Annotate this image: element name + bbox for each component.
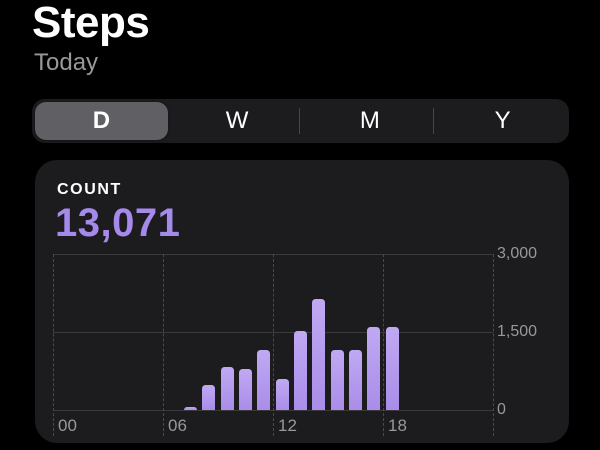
steps-bar-chart-plot[interactable]: [53, 254, 494, 436]
bar-hour-15: [330, 349, 344, 410]
bar-hour-11: [257, 349, 271, 410]
v-gridline-24: [493, 254, 494, 436]
segment-week-label: W: [225, 107, 249, 134]
segment-divider: [299, 108, 300, 134]
steps-chart-card: COUNT 13,071 0 1,500 3,000 00 06 12 18: [35, 160, 569, 443]
x-tick-12: 12: [278, 416, 297, 435]
count-value: 13,071: [55, 201, 181, 245]
v-gridline-0: [53, 254, 54, 436]
page-title: Steps: [32, 0, 150, 47]
bar-hour-13: [294, 331, 308, 410]
segment-week[interactable]: W: [171, 99, 304, 143]
bar-hour-09: [220, 366, 234, 410]
bar-hour-14: [312, 298, 326, 410]
x-tick-18: 18: [388, 416, 407, 435]
segment-month-label: M: [359, 107, 380, 134]
x-tick-00: 00: [58, 416, 77, 435]
bar-hour-08: [202, 385, 216, 410]
v-gridline-12: [273, 254, 274, 436]
count-label: COUNT: [57, 181, 122, 198]
bar-hour-18: [385, 326, 399, 410]
segment-month[interactable]: M: [304, 99, 437, 143]
segment-year[interactable]: Y: [436, 99, 569, 143]
y-tick-1500: 1,500: [497, 323, 538, 340]
segment-day-label: D: [92, 107, 111, 134]
bar-hour-12: [275, 379, 289, 410]
bar-hour-07: [184, 407, 198, 410]
bar-hour-10: [239, 369, 253, 410]
bar-hour-16: [349, 349, 363, 410]
v-gridline-18: [383, 254, 384, 436]
time-range-segmented-control: D W M Y: [32, 99, 569, 143]
page-subtitle: Today: [34, 49, 99, 76]
y-tick-0: 0: [497, 401, 506, 418]
segment-year-label: Y: [494, 107, 511, 134]
v-gridline-6: [163, 254, 164, 436]
segment-day[interactable]: D: [35, 102, 168, 140]
y-tick-3000: 3,000: [497, 245, 538, 262]
x-tick-06: 06: [168, 416, 187, 435]
segment-divider: [433, 108, 434, 134]
bar-hour-17: [367, 327, 381, 410]
